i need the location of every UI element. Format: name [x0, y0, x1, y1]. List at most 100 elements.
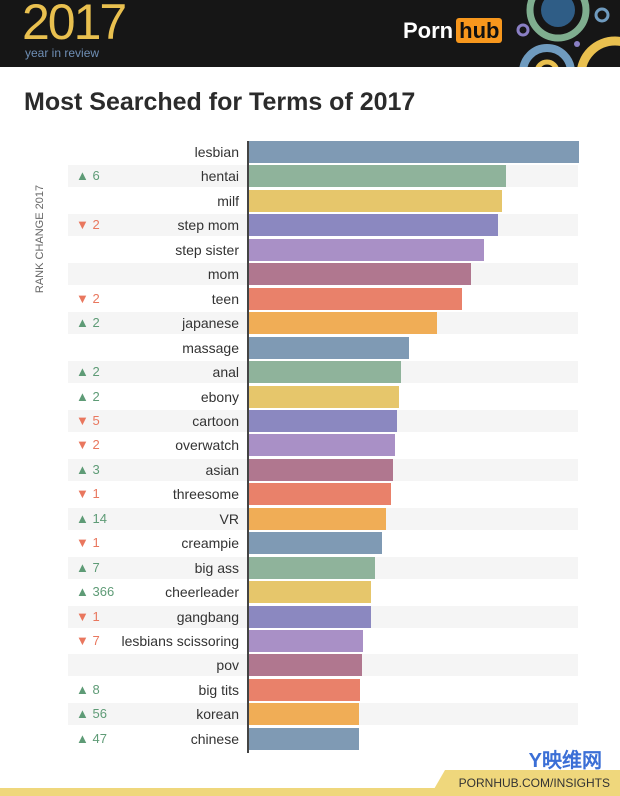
bar-row: step sister — [68, 238, 578, 261]
bar-row: ▼ 1 gangbang — [68, 605, 578, 628]
category-label: step mom — [177, 217, 239, 234]
bar-row: ▲ 47 chinese — [68, 727, 578, 750]
category-label: big tits — [198, 681, 239, 698]
y-axis-line — [247, 141, 249, 753]
rank-change-label: ▼ 7 — [76, 633, 100, 648]
bar-row: ▲ 7 big ass — [68, 556, 578, 579]
bar-row: ▼ 2 overwatch — [68, 434, 578, 457]
category-label: ebony — [200, 388, 239, 405]
y-axis-label: RANK CHANGE 2017 — [34, 184, 46, 294]
bar-row: ▲ 8 big tits — [68, 678, 578, 701]
bar-vr — [249, 507, 386, 530]
category-label: lesbians scissoring — [121, 633, 240, 649]
category-label: gangbang — [176, 608, 239, 625]
bar-row: massage — [68, 336, 578, 359]
bar-lesbian — [249, 141, 579, 163]
rank-change-label: ▲ 2 — [76, 315, 100, 331]
bar-row: ▼ 2 teen — [68, 287, 578, 310]
rank-change-label: ▲ 14 — [76, 510, 107, 526]
bar-row: ▲ 6 hentai — [68, 165, 578, 188]
header-banner: 2017 year in review Porn hub — [0, 0, 620, 67]
bar-cheerleader — [249, 581, 372, 604]
bar-step-mom — [249, 214, 499, 237]
rank-change-label: ▲ 8 — [76, 681, 100, 697]
bar-teen — [249, 287, 462, 310]
category-label: japanese — [182, 315, 239, 332]
bar-row: ▼ 7 lesbians scissoring — [68, 630, 578, 652]
bar-lesbians-scissoring — [249, 630, 363, 652]
bar-korean — [249, 703, 359, 726]
category-label: threesome — [172, 486, 239, 503]
rank-change-label: ▲ 3 — [76, 461, 100, 477]
bar-pov — [249, 654, 362, 677]
category-label: lesbian — [194, 144, 239, 160]
bar-row: ▼ 5 cartoon — [68, 409, 578, 432]
bar-step-sister — [249, 238, 484, 261]
watermark: Y映维网 — [528, 750, 602, 772]
rank-change-label: ▼ 1 — [76, 535, 100, 551]
category-label: step sister — [175, 241, 239, 258]
year-label: 2017 — [22, 0, 127, 50]
bar-mom — [249, 263, 472, 286]
rank-change-label: ▲ 366 — [76, 584, 115, 600]
bar-hentai — [249, 165, 507, 188]
rank-change-label: ▼ 2 — [76, 217, 100, 233]
bar-milf — [249, 189, 503, 212]
rank-change-label: ▲ 7 — [76, 559, 100, 575]
footer-strip — [0, 788, 620, 796]
bar-row: lesbian — [68, 141, 579, 163]
bar-big-tits — [249, 678, 360, 701]
brand-left: Porn — [403, 18, 454, 43]
bar-threesome — [249, 483, 391, 506]
rank-change-label: ▼ 1 — [76, 486, 100, 502]
rank-change-label: ▲ 47 — [76, 730, 107, 746]
category-label: cheerleader — [165, 584, 239, 601]
bar-row: ▲ 3 asian — [68, 458, 578, 481]
bar-row: ▲ 2 anal — [68, 361, 578, 384]
bar-overwatch — [249, 434, 395, 457]
category-label: hentai — [200, 168, 239, 185]
bar-row: ▼ 2 step mom — [68, 214, 578, 237]
bar-row: ▲ 2 japanese — [68, 312, 578, 335]
category-label: creampie — [181, 535, 239, 552]
bar-japanese — [249, 312, 438, 335]
rank-change-label: ▼ 2 — [76, 290, 100, 306]
rank-change-label: ▲ 56 — [76, 706, 107, 722]
category-label: mom — [207, 266, 239, 283]
bar-row: ▲ 56 korean — [68, 703, 578, 726]
bar-row: ▼ 1 threesome — [68, 483, 578, 506]
bar-anal — [249, 361, 401, 384]
brand-logo: Porn hub — [403, 18, 503, 44]
category-label: korean — [196, 706, 239, 723]
category-label: massage — [182, 339, 239, 356]
bar-row: ▲ 2 ebony — [68, 385, 578, 408]
bar-row: ▲ 14 VR — [68, 507, 578, 530]
category-label: milf — [217, 192, 239, 209]
bar-row: ▼ 1 creampie — [68, 532, 578, 555]
bar-row: pov — [68, 654, 578, 677]
rank-change-label: ▲ 2 — [76, 388, 100, 404]
decorative-circles-icon — [516, 0, 620, 67]
brand-right: hub — [456, 18, 503, 43]
category-label: big ass — [194, 559, 239, 576]
bar-ebony — [249, 385, 400, 408]
rank-change-label: ▲ 6 — [76, 168, 100, 184]
category-label: cartoon — [192, 412, 239, 429]
category-label: chinese — [190, 730, 239, 747]
category-label: teen — [211, 290, 239, 307]
category-label: overwatch — [175, 437, 239, 454]
bar-massage — [249, 336, 410, 359]
insights-url: PORNHUB.COM/INSIGHTS — [458, 776, 610, 790]
category-label: anal — [212, 364, 239, 381]
rank-change-label: ▼ 1 — [76, 608, 100, 624]
bar-big-ass — [249, 556, 376, 579]
chart-title: Most Searched for Terms of 2017 — [24, 88, 416, 116]
category-label: pov — [216, 657, 239, 674]
rank-change-label: ▲ 2 — [76, 364, 100, 380]
bar-row: ▲ 366 cheerleader — [68, 581, 578, 604]
bar-row: milf — [68, 189, 578, 212]
rank-change-label: ▼ 5 — [76, 412, 100, 428]
bar-chinese — [249, 727, 359, 750]
rank-change-label: ▼ 2 — [76, 437, 100, 453]
year-in-review-label: year in review — [25, 46, 100, 60]
